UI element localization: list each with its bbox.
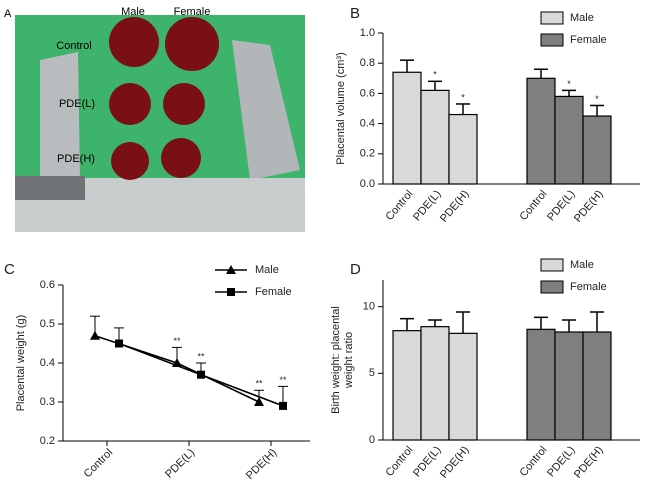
panel-letter: D [350, 261, 361, 278]
point [197, 370, 205, 379]
significance: ** [197, 351, 205, 361]
y-tick-label: 5 [369, 367, 375, 379]
photo-label: PDE(H) [57, 153, 95, 165]
caliper-slider [15, 176, 85, 200]
placenta [109, 17, 159, 67]
y-tick-label: 0 [369, 434, 375, 446]
bar [526, 328, 556, 441]
y-axis-label: weight ratio [343, 332, 355, 389]
y-axis-label: Placental weight (g) [15, 315, 27, 412]
placenta [111, 142, 149, 180]
point [90, 330, 100, 340]
point [254, 397, 264, 406]
legend-label: Female [570, 34, 607, 46]
significance: ** [279, 375, 287, 385]
significance: * [433, 70, 437, 80]
x-tick-label: PDE(H) [572, 444, 606, 481]
y-tick-label: 0.0 [360, 178, 375, 190]
placenta [109, 83, 151, 125]
x-tick-label: PDE(H) [438, 188, 472, 225]
x-tick-label: Control [82, 447, 116, 481]
x-tick-label: Control [384, 444, 416, 479]
significance: * [567, 79, 571, 89]
legend-label: Female [255, 286, 292, 298]
y-tick-label: 0.5 [40, 318, 55, 330]
x-tick-label: PDE(H) [572, 188, 606, 225]
photo-panel: A Male Female Control PDE(L) PDE(H) [4, 6, 305, 232]
photo-label: Control [56, 40, 91, 52]
legend-swatch [540, 280, 564, 294]
bar [392, 330, 422, 441]
y-tick-label: 0.4 [360, 118, 375, 130]
placenta [165, 17, 219, 71]
y-tick-label: 0.6 [360, 87, 375, 99]
bar [420, 326, 450, 441]
bar [582, 331, 612, 441]
y-tick-label: 0.3 [40, 396, 55, 408]
y-tick-label: 10 [363, 301, 375, 313]
x-tick-label: PDE(L) [163, 447, 197, 481]
panel-letter: B [350, 5, 360, 22]
legend-label: Male [255, 264, 279, 276]
y-tick-label: 0.4 [40, 357, 55, 369]
legend-swatch [540, 33, 564, 47]
bar [448, 332, 478, 441]
bar [554, 331, 584, 441]
bar [554, 95, 584, 185]
legend-label: Female [570, 281, 607, 293]
point [227, 288, 235, 296]
significance: * [461, 92, 465, 102]
legend-swatch [540, 258, 564, 272]
placenta [163, 83, 205, 125]
legend-label: Male [570, 259, 594, 271]
y-tick-label: 0.2 [360, 148, 375, 160]
x-tick-label: Control [518, 444, 550, 479]
legend-label: Male [570, 12, 594, 24]
caliper-jaw [232, 40, 300, 180]
bar [526, 77, 556, 185]
significance: ** [255, 379, 263, 389]
point [115, 339, 123, 348]
legend-swatch [540, 11, 564, 25]
significance: * [595, 94, 599, 104]
placenta [161, 138, 201, 178]
x-tick-label: PDE(H) [438, 444, 472, 481]
photo-label: Female [174, 6, 211, 18]
bar [448, 113, 478, 185]
point [279, 401, 287, 410]
panel-letter: A [4, 8, 12, 20]
y-tick-label: 0.6 [40, 279, 55, 291]
photo-label: PDE(L) [59, 98, 95, 110]
x-tick-label: Control [518, 188, 550, 223]
significance: ** [173, 336, 181, 346]
y-axis-label: Placental volume (cm³) [335, 52, 347, 164]
x-tick-label: PDE(H) [244, 447, 279, 482]
x-tick-label: Control [384, 188, 416, 223]
photo-label: Male [121, 6, 145, 18]
bar [420, 89, 450, 185]
y-axis-label: Birth weight: placental [330, 306, 342, 414]
bar [582, 115, 612, 185]
y-tick-label: 1.0 [360, 27, 375, 39]
y-tick-label: 0.8 [360, 57, 375, 69]
bar [392, 71, 422, 185]
y-tick-label: 0.2 [40, 435, 55, 447]
point [226, 265, 236, 274]
caliper-jaw [40, 52, 80, 182]
panel-letter: C [4, 261, 15, 278]
